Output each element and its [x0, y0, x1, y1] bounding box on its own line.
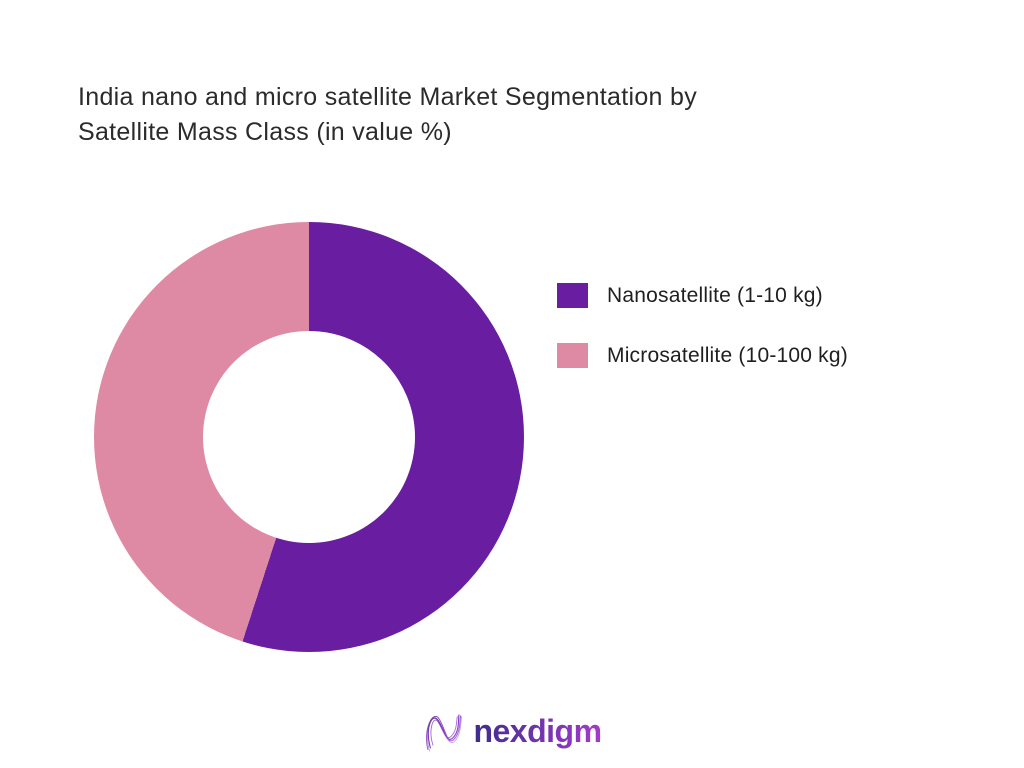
chart-title: India nano and micro satellite Market Se…	[78, 80, 697, 150]
legend: Nanosatellite (1-10 kg) Microsatellite (…	[557, 283, 848, 403]
chart-title-line-2: Satellite Mass Class (in value %)	[78, 118, 452, 146]
legend-item-nanosatellite: Nanosatellite (1-10 kg)	[557, 283, 848, 308]
donut-hole	[203, 331, 415, 543]
legend-item-microsatellite: Microsatellite (10-100 kg)	[557, 343, 848, 368]
chart-title-line-1: India nano and micro satellite Market Se…	[78, 83, 698, 111]
legend-label-microsatellite: Microsatellite (10-100 kg)	[607, 343, 848, 367]
brand-footer: nexdigm	[0, 706, 1024, 756]
donut-chart	[94, 222, 524, 652]
legend-swatch-microsatellite	[557, 343, 588, 368]
legend-swatch-nanosatellite	[557, 283, 588, 308]
nexdigm-wordmark: nexdigm	[473, 706, 602, 756]
nexdigm-logo-icon	[426, 714, 463, 752]
legend-label-nanosatellite: Nanosatellite (1-10 kg)	[607, 283, 823, 307]
